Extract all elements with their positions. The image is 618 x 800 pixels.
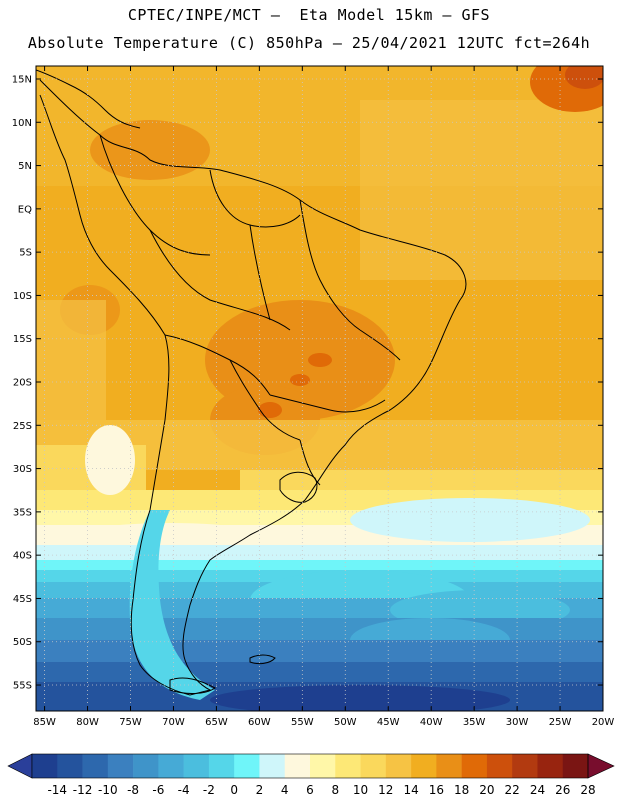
colorbar-low-arrow <box>7 753 33 779</box>
lat-label: 50S <box>13 637 32 648</box>
colorbar-label: 0 <box>230 783 238 797</box>
colorbar-label: 4 <box>281 783 289 797</box>
lon-label: 65W <box>205 717 228 728</box>
colorbar-swatch <box>107 754 134 778</box>
lon-label: 35W <box>463 717 486 728</box>
colorbar-label: -8 <box>127 783 139 797</box>
colorbar-label: 20 <box>479 783 494 797</box>
lon-label: 60W <box>248 717 271 728</box>
colorbar-swatch <box>486 754 513 778</box>
colorbar-label: -10 <box>98 783 118 797</box>
colorbar-label: 26 <box>555 783 570 797</box>
lat-label: 5N <box>18 161 32 172</box>
colorbar-swatch <box>562 754 589 778</box>
temperature-field <box>36 66 603 711</box>
lon-label: 45W <box>377 717 400 728</box>
colorbar-swatch <box>436 754 462 778</box>
colorbar-swatch <box>208 754 235 778</box>
colorbar-label: -6 <box>152 783 164 797</box>
lat-label: 10S <box>13 291 32 302</box>
colorbar-label: 18 <box>454 783 469 797</box>
colorbar-frame <box>31 753 589 779</box>
colorbar-swatch <box>335 754 361 778</box>
colorbar-swatch <box>360 754 387 778</box>
colorbar-swatch <box>461 754 488 778</box>
colorbar-label: 24 <box>530 783 545 797</box>
colorbar-swatch <box>32 754 58 778</box>
lat-label: 55S <box>13 681 32 692</box>
colorbar-label: 6 <box>306 783 314 797</box>
color-scale-bar: -14 -12 -10 -8 -6 -4 -2 0 2 4 6 8 10 12 14 16 18 20 22 24 26… <box>7 753 615 797</box>
lat-label: 25S <box>13 421 32 432</box>
colorbar-label: -14 <box>47 783 67 797</box>
map-title-variable: Absolute Temperature (C) 850hPa – 25/04/… <box>27 34 591 52</box>
colorbar-swatch <box>234 754 260 778</box>
colorbar-label: -2 <box>203 783 215 797</box>
lon-label: 75W <box>119 717 142 728</box>
colorbar-label: 14 <box>403 783 418 797</box>
longitude-labels: 85W 80W 75W 70W 65W 60W 55W 50W 45W 40W 35W 30W 25W 2… <box>33 717 614 728</box>
lat-label: 45S <box>13 594 32 605</box>
colorbar-label: 22 <box>505 783 520 797</box>
colorbar-label: 28 <box>580 783 595 797</box>
colorbar-label: 10 <box>353 783 368 797</box>
lat-label: 5S <box>19 248 32 259</box>
latitude-labels: 15N 10N 5N EQ 5S 10S 15S 20S 25S 30S 35S 40S 45S 50S 5… <box>12 74 32 691</box>
colorbar-swatch <box>310 754 336 778</box>
lon-label: 70W <box>162 717 185 728</box>
lat-label: 15N <box>12 74 32 85</box>
axis-ticks <box>36 66 604 711</box>
colorbar-swatch <box>537 754 564 778</box>
map-frame <box>35 65 604 712</box>
lon-label: 80W <box>76 717 99 728</box>
colorbar-swatch <box>82 754 109 778</box>
lon-label: 55W <box>291 717 314 728</box>
colorbar-label: 2 <box>256 783 264 797</box>
grid-lines <box>36 66 604 711</box>
colorbar-label: -12 <box>73 783 93 797</box>
colorbar-swatch <box>385 754 412 778</box>
colorbar-label: -4 <box>178 783 190 797</box>
lon-label: 20W <box>592 717 615 728</box>
lat-label: 15S <box>13 334 32 345</box>
colorbar-label: 8 <box>331 783 339 797</box>
colorbar-swatch <box>183 754 210 778</box>
lon-label: 25W <box>549 717 572 728</box>
map-title-model: CPTEC/INPE/MCT – Eta Model 15km – GFS <box>127 6 491 24</box>
lat-label: 40S <box>13 551 32 562</box>
lat-label: 35S <box>13 507 32 518</box>
colorbar-swatch <box>133 754 159 778</box>
colorbar-label: 16 <box>429 783 444 797</box>
lat-label: 10N <box>12 118 32 129</box>
colorbar-swatch <box>57 754 83 778</box>
colorbar-high-arrow <box>587 753 615 779</box>
colorbar-label: 12 <box>378 783 393 797</box>
lon-label: 30W <box>506 717 529 728</box>
lon-label: 50W <box>334 717 357 728</box>
lat-label: 30S <box>13 464 32 475</box>
lon-label: 40W <box>420 717 443 728</box>
colorbar-swatch <box>284 754 311 778</box>
lat-label: EQ <box>18 204 32 215</box>
colorbar-swatch <box>411 754 437 778</box>
colorbar-swatch <box>512 754 538 778</box>
colorbar-swatch <box>158 754 184 778</box>
colorbar-swatch <box>259 754 286 778</box>
lat-label: 20S <box>13 378 32 389</box>
lon-label: 85W <box>33 717 56 728</box>
